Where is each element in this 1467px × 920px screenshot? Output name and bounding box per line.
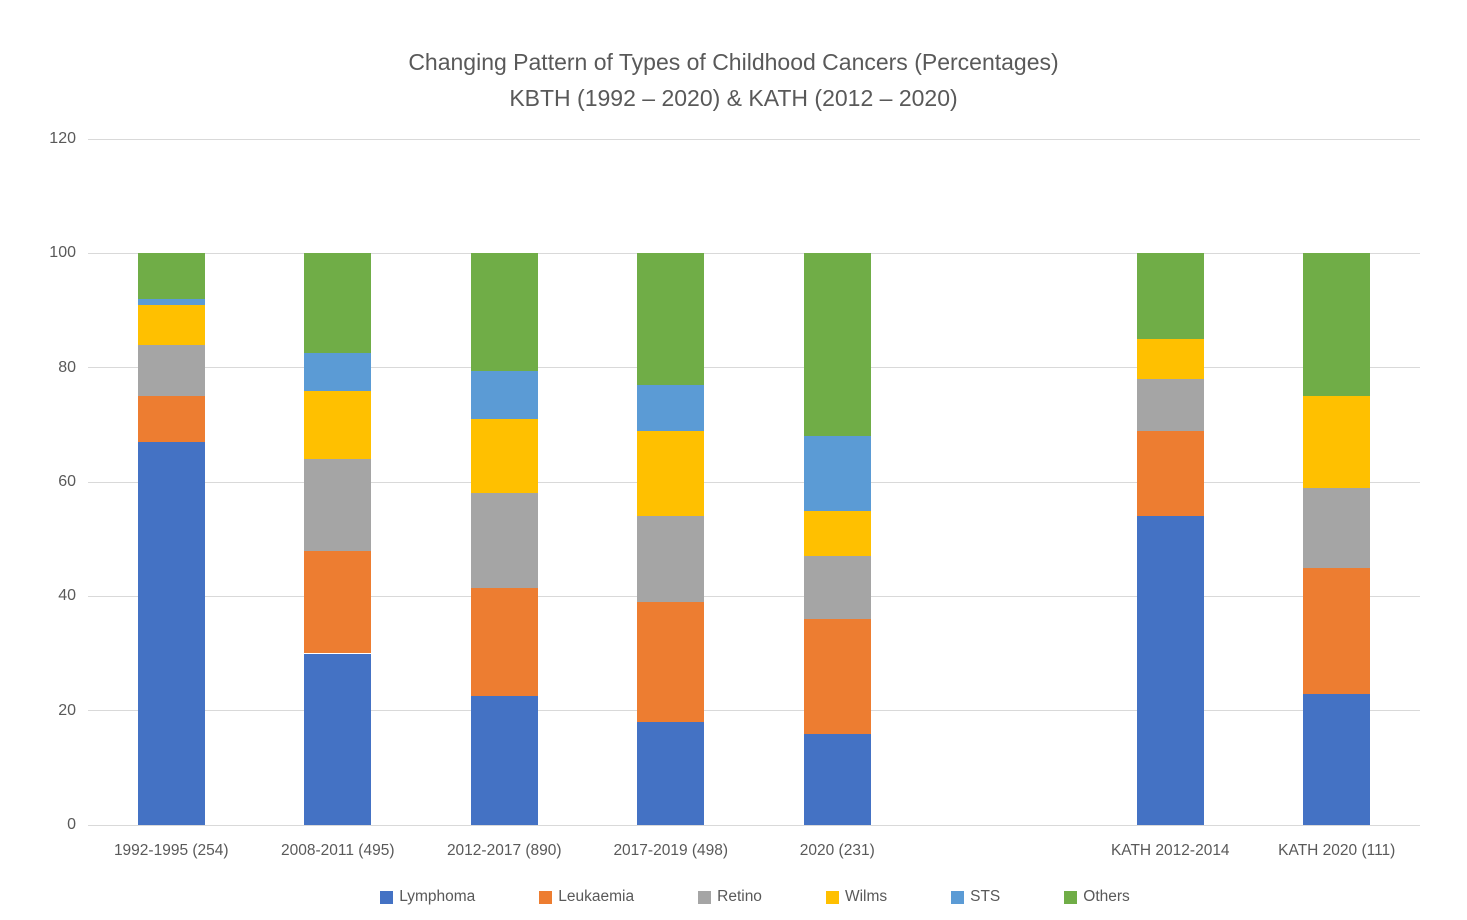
bar-segment-wilms bbox=[470, 419, 538, 494]
legend-swatch-icon bbox=[825, 890, 839, 904]
bar-segment-lymphoma bbox=[637, 722, 705, 825]
bar-segment-others bbox=[637, 253, 705, 385]
bar-segment-leukaemia bbox=[1303, 567, 1371, 694]
bar-segment-others bbox=[304, 253, 372, 354]
bar-segment-leukaemia bbox=[637, 602, 705, 723]
chart-title-line1: Changing Pattern of Types of Childhood C… bbox=[408, 49, 1059, 75]
gridline bbox=[88, 138, 1420, 140]
bar-segment-leukaemia bbox=[137, 396, 205, 442]
bar-segment-retino bbox=[1303, 487, 1371, 568]
legend-label: Wilms bbox=[844, 888, 888, 905]
gridline bbox=[88, 710, 1420, 712]
legend-swatch-icon bbox=[1064, 890, 1078, 904]
y-tick-label: 100 bbox=[49, 244, 76, 262]
bar-segment-leukaemia bbox=[304, 550, 372, 654]
x-tick-label: 2020 (231) bbox=[799, 842, 875, 859]
bar-segment-wilms bbox=[1136, 339, 1204, 380]
bar-segment-wilms bbox=[637, 430, 705, 517]
bar-segment-others bbox=[1136, 253, 1204, 340]
bar-segment-retino bbox=[304, 459, 372, 551]
bar-segment-wilms bbox=[803, 510, 871, 557]
legend-swatch-icon bbox=[698, 890, 712, 904]
chart-title: Changing Pattern of Types of Childhood C… bbox=[0, 44, 1467, 116]
bar-segment-lymphoma bbox=[304, 653, 372, 825]
bar-segment-leukaemia bbox=[470, 587, 538, 697]
gridline bbox=[88, 481, 1420, 483]
bar-segment-sts bbox=[803, 436, 871, 511]
bar-segment-wilms bbox=[304, 390, 372, 460]
gridline bbox=[88, 595, 1420, 597]
legend-swatch-icon bbox=[380, 890, 394, 904]
bar-segment-retino bbox=[637, 516, 705, 603]
bar-segment-lymphoma bbox=[470, 696, 538, 825]
legend-item-sts: STS bbox=[951, 888, 1000, 906]
bar-segment-leukaemia bbox=[803, 619, 871, 734]
legend-item-leukaemia: Leukaemia bbox=[539, 888, 634, 906]
bar-segment-lymphoma bbox=[803, 733, 871, 825]
legend-item-lymphoma: Lymphoma bbox=[380, 888, 475, 906]
bar-segment-sts bbox=[470, 370, 538, 420]
legend-item-wilms: Wilms bbox=[825, 888, 888, 906]
bar-segment-retino bbox=[1136, 379, 1204, 431]
bar-segment-sts bbox=[304, 353, 372, 391]
bar-segment-leukaemia bbox=[1136, 430, 1204, 517]
bar-segment-lymphoma bbox=[137, 441, 205, 825]
y-tick-label: 0 bbox=[67, 816, 76, 833]
chart-title-line2: KBTH (1992 – 2020) & KATH (2012 – 2020) bbox=[509, 85, 958, 111]
y-tick-label: 60 bbox=[58, 473, 76, 490]
legend-swatch-icon bbox=[951, 890, 965, 904]
legend-label: Retino bbox=[717, 888, 762, 905]
x-tick-label: KATH 2020 (111) bbox=[1278, 842, 1396, 859]
gridline bbox=[88, 824, 1420, 826]
legend-label: Lymphoma bbox=[399, 888, 476, 905]
legend-item-retino: Retino bbox=[698, 888, 762, 906]
bar-segment-retino bbox=[470, 493, 538, 588]
y-tick-label: 80 bbox=[58, 358, 76, 376]
legend-label: STS bbox=[970, 888, 1001, 905]
bar-segment-lymphoma bbox=[1136, 516, 1204, 825]
bar-segment-retino bbox=[137, 344, 205, 397]
x-tick-label: KATH 2012-2014 bbox=[1110, 842, 1230, 859]
bar-segment-others bbox=[137, 253, 205, 300]
y-tick-label: 120 bbox=[49, 130, 76, 147]
bar-segment-wilms bbox=[1303, 396, 1371, 488]
legend-label: Others bbox=[1083, 888, 1130, 905]
bar-segment-sts bbox=[137, 299, 205, 305]
gridline bbox=[88, 252, 1420, 254]
legend-label: Leukaemia bbox=[558, 888, 635, 905]
bar-segment-others bbox=[470, 253, 538, 371]
y-tick-label: 20 bbox=[58, 701, 76, 719]
y-tick-label: 40 bbox=[58, 587, 76, 605]
legend-swatch-icon bbox=[539, 890, 553, 904]
x-tick-label: 2012-2017 (890) bbox=[446, 842, 562, 859]
gridline bbox=[88, 367, 1420, 369]
x-tick-label: 2017-2019 (498) bbox=[613, 842, 729, 859]
bar-segment-others bbox=[803, 253, 871, 437]
bar-segment-lymphoma bbox=[1303, 693, 1371, 825]
bar-segment-others bbox=[1303, 253, 1371, 397]
x-tick-label: 2008-2011 (495) bbox=[281, 842, 395, 859]
bar-segment-sts bbox=[637, 384, 705, 431]
bar-segment-retino bbox=[803, 556, 871, 620]
legend: Lymphoma Leukaemia Retino Wilms STS Others bbox=[110, 888, 1400, 906]
x-tick-label: 1992-1995 (254) bbox=[113, 842, 229, 859]
legend-item-others: Others bbox=[1064, 888, 1130, 906]
bar-segment-wilms bbox=[137, 304, 205, 345]
